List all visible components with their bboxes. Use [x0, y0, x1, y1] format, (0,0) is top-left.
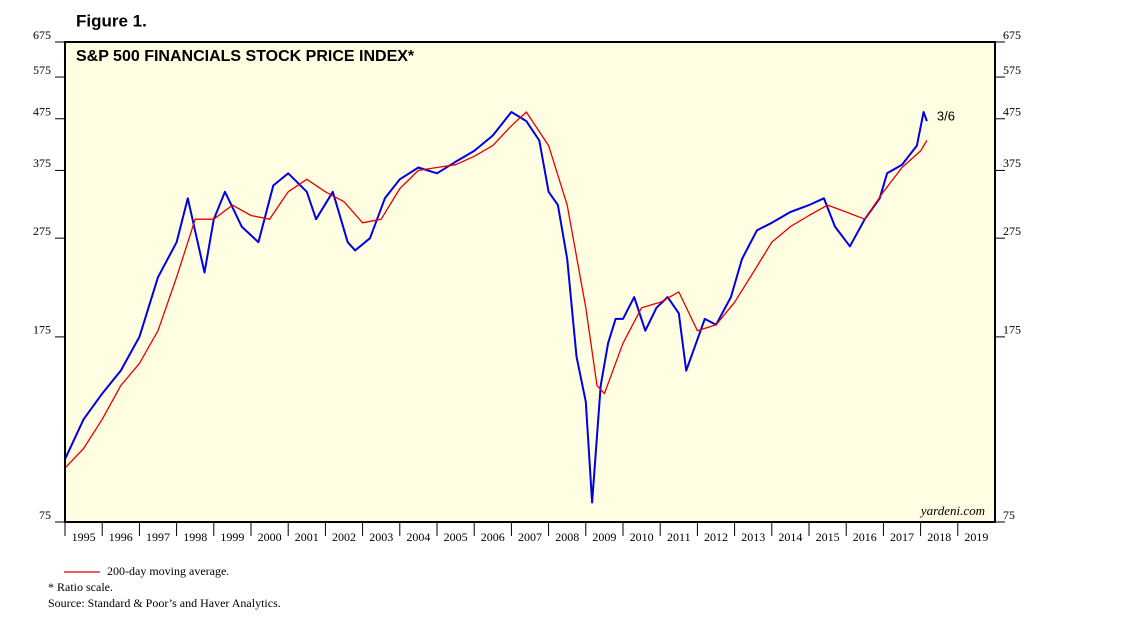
x-tick-label: 2003: [369, 530, 393, 544]
series-line: [64, 111, 928, 469]
x-tick-label: 2005: [444, 530, 468, 544]
plot-area: [65, 42, 995, 522]
footnote: Source: Standard & Poor’s and Haver Anal…: [48, 596, 281, 610]
y2-tick-label: 375: [1003, 156, 1021, 170]
y2-tick-label: 575: [1003, 63, 1021, 77]
annotation: 3/6: [937, 108, 955, 123]
x-tick-label: 2001: [295, 530, 319, 544]
y-tick-label: 375: [33, 156, 51, 170]
x-tick-label: 2010: [630, 530, 654, 544]
y-tick-label: 275: [33, 224, 51, 238]
x-tick-label: 2004: [406, 530, 430, 544]
x-tick-label: 2014: [778, 530, 802, 544]
x-tick-label: 1999: [220, 530, 244, 544]
x-tick-label: 2015: [816, 530, 840, 544]
y2-tick-label: 675: [1003, 28, 1021, 42]
y-tick-label: 175: [33, 323, 51, 337]
x-tick-label: 2002: [332, 530, 356, 544]
x-tick-label: 2000: [258, 530, 282, 544]
x-tick-label: 2009: [592, 530, 616, 544]
series-line: [64, 111, 928, 504]
x-tick-label: 2012: [704, 530, 728, 544]
y-tick-label: 575: [33, 63, 51, 77]
x-tick-label: 1997: [146, 530, 170, 544]
y-tick-label: 75: [39, 508, 51, 522]
y2-tick-label: 275: [1003, 224, 1021, 238]
x-tick-label: 2007: [518, 530, 542, 544]
x-tick-label: 2011: [667, 530, 691, 544]
y-tick-label: 475: [33, 105, 51, 119]
chart-title: S&P 500 FINANCIALS STOCK PRICE INDEX*: [76, 48, 415, 65]
legend-label: 200-day moving average.: [107, 564, 229, 578]
x-tick-label: 2016: [853, 530, 877, 544]
figure-label: Figure 1.: [76, 11, 147, 30]
plot-border: [64, 41, 996, 523]
footnote: * Ratio scale.: [48, 580, 113, 594]
x-tick-label: 1998: [183, 530, 207, 544]
x-tick-label: 2018: [927, 530, 951, 544]
y2-tick-label: 475: [1003, 105, 1021, 119]
x-tick-label: 1995: [72, 530, 96, 544]
x-tick-label: 2017: [890, 530, 914, 544]
y2-tick-label: 75: [1003, 508, 1015, 522]
x-tick-label: 2006: [481, 530, 505, 544]
y-tick-label: 675: [33, 28, 51, 42]
watermark: yardeni.com: [919, 503, 985, 518]
y2-tick-label: 175: [1003, 323, 1021, 337]
x-tick-label: 2008: [555, 530, 579, 544]
x-tick-label: 2019: [964, 530, 988, 544]
x-tick-label: 2013: [741, 530, 765, 544]
x-tick-label: 1996: [109, 530, 133, 544]
